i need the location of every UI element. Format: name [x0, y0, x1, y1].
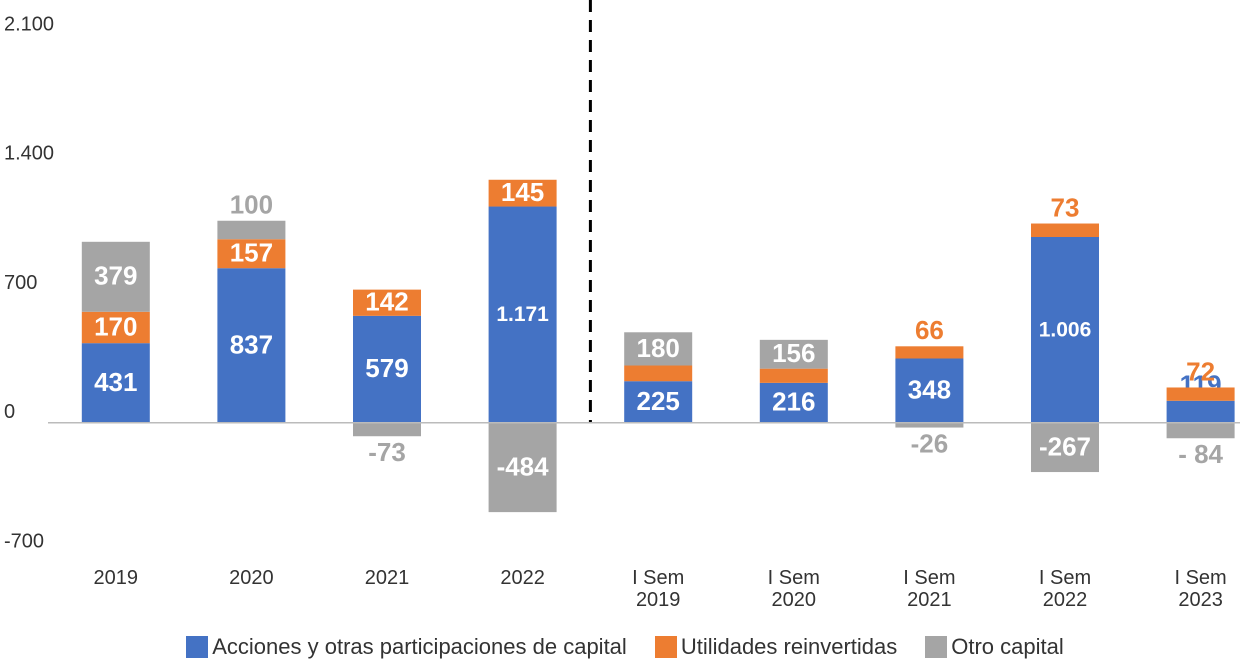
data-label: -484	[497, 451, 550, 481]
y-tick-label: 1.400	[4, 143, 54, 165]
bar-segment	[895, 358, 964, 423]
bar-segment	[624, 381, 693, 423]
x-tick-label: I Sem 2023	[1174, 567, 1227, 611]
x-tick-label: I Sem 2021	[903, 567, 956, 611]
data-label: 156	[772, 338, 815, 368]
legend-item: Acciones y otras participaciones de capi…	[186, 634, 627, 660]
legend-swatch	[654, 636, 677, 658]
legend-swatch	[925, 636, 948, 658]
data-label: 72	[1186, 356, 1215, 386]
bar-segment	[1166, 422, 1235, 439]
y-tick-label: 700	[4, 272, 37, 294]
bar-segment	[353, 315, 421, 423]
legend-label: Utilidades reinvertidas	[680, 634, 898, 659]
y-tick-label: -700	[4, 530, 44, 552]
bar-segment	[1031, 223, 1099, 237]
bar-segment	[759, 339, 828, 369]
data-label: 1.171	[496, 303, 549, 326]
x-tick-label: 2020	[229, 567, 274, 589]
x-tick-label: 2022	[500, 567, 545, 589]
data-label: 66	[915, 315, 944, 345]
bar-segment	[81, 241, 150, 312]
y-tick-label: 2.100	[4, 13, 54, 35]
x-tick-label: 2021	[364, 567, 410, 589]
bar-segment	[1031, 422, 1099, 473]
bar-segment	[1166, 387, 1235, 401]
data-label: 180	[637, 333, 680, 363]
data-label: 579	[365, 353, 408, 383]
data-label: 216	[772, 387, 815, 417]
y-tick-label: 0	[4, 401, 15, 423]
data-label: 142	[365, 287, 408, 317]
bar-segment	[488, 422, 557, 513]
data-label: -267	[1039, 431, 1091, 461]
bar-segment	[353, 289, 421, 316]
bar-segment	[895, 346, 964, 359]
x-tick-label: 2019	[93, 567, 139, 589]
legend: Acciones y otras participaciones de capi…	[0, 634, 1250, 660]
bar-segment	[81, 311, 150, 344]
bar-segment	[488, 179, 557, 207]
bar-segment	[217, 239, 286, 269]
legend-item: Utilidades reinvertidas	[654, 634, 898, 660]
data-label: 145	[501, 177, 544, 207]
data-label: 73	[1051, 192, 1080, 222]
data-label: 837	[230, 329, 273, 359]
bar-segment	[217, 268, 286, 423]
bar-segment	[1031, 236, 1099, 423]
data-label: 157	[230, 238, 273, 268]
x-tick-label: I Sem 2019	[632, 567, 685, 611]
bar-segment	[759, 382, 828, 423]
bar-segment	[488, 206, 557, 423]
data-label: 348	[908, 374, 951, 404]
bar-segment	[81, 343, 150, 423]
data-label: -26	[911, 428, 949, 458]
data-label: - 84	[1178, 439, 1223, 469]
legend-swatch	[186, 636, 209, 658]
bar-segment	[759, 368, 828, 383]
legend-item: Otro capital	[925, 634, 1064, 660]
data-label: 170	[94, 311, 137, 341]
bar-segment	[217, 220, 286, 240]
data-label: 1.006	[1039, 318, 1092, 341]
x-tick-label: I Sem 2022	[1038, 567, 1092, 611]
data-label: 225	[637, 386, 680, 416]
legend-label: Acciones y otras participaciones de capi…	[212, 634, 627, 659]
data-label: -73	[368, 437, 406, 467]
data-label: 379	[94, 261, 137, 291]
x-tick-label: I Sem 2020	[767, 567, 820, 611]
bar-segment	[895, 422, 964, 428]
bar-segment	[353, 422, 421, 437]
bar-segment	[624, 365, 693, 382]
bar-segment	[1166, 400, 1235, 423]
legend-label: Otro capital	[951, 634, 1064, 659]
bar-segment	[624, 332, 693, 366]
data-label: 431	[94, 367, 137, 397]
data-label: 100	[230, 190, 273, 220]
